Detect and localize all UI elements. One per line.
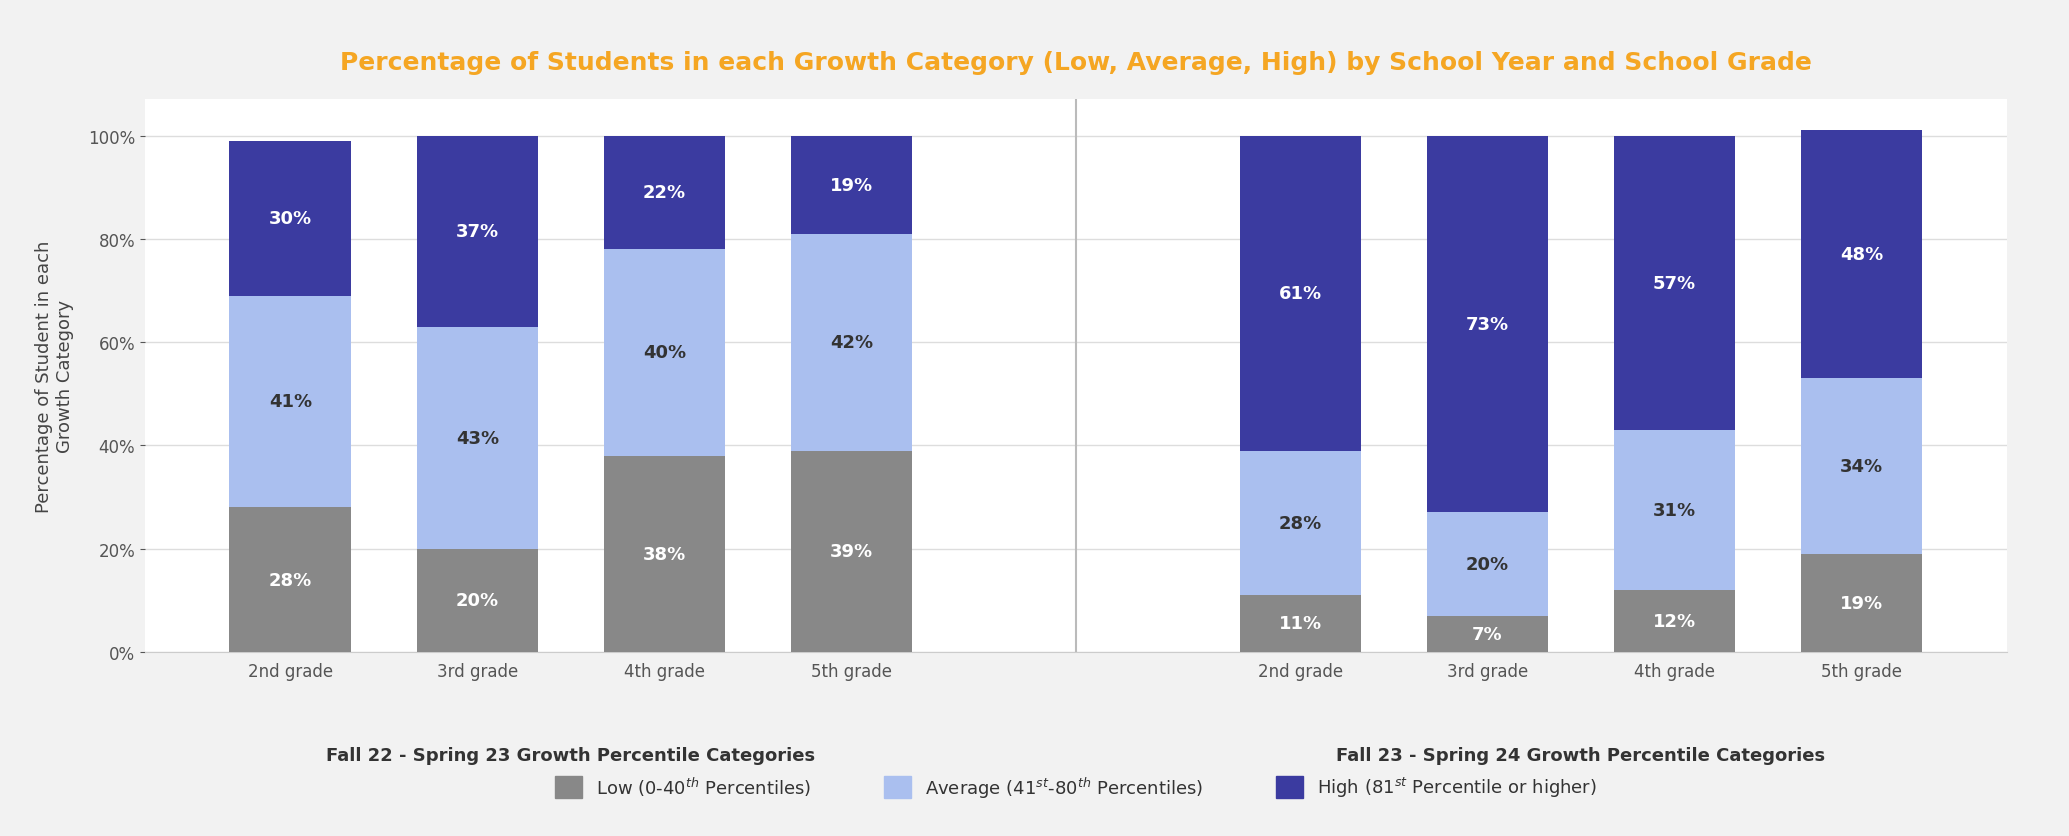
Bar <box>604 250 724 456</box>
Text: 48%: 48% <box>1839 246 1883 264</box>
Text: 22%: 22% <box>643 184 687 202</box>
Text: 31%: 31% <box>1653 502 1697 519</box>
Text: 20%: 20% <box>1465 555 1508 573</box>
Text: 34%: 34% <box>1839 457 1883 476</box>
Bar <box>1428 512 1548 616</box>
Bar <box>1614 590 1736 652</box>
Text: 28%: 28% <box>1279 514 1322 533</box>
Bar <box>230 296 352 507</box>
Text: 28%: 28% <box>269 571 312 589</box>
Text: 7%: 7% <box>1471 625 1502 643</box>
Bar <box>1614 431 1736 590</box>
Bar <box>604 136 724 250</box>
Text: Fall 23 - Spring 24 Growth Percentile Categories: Fall 23 - Spring 24 Growth Percentile Ca… <box>1337 746 1825 764</box>
Bar <box>1800 554 1922 652</box>
Bar <box>604 456 724 652</box>
Bar <box>790 451 912 652</box>
Title: Percentage of Students in each Growth Category (Low, Average, High) by School Ye: Percentage of Students in each Growth Ca… <box>339 51 1812 74</box>
Text: 57%: 57% <box>1653 274 1697 293</box>
Bar <box>790 136 912 234</box>
Text: 39%: 39% <box>830 543 873 560</box>
Text: 20%: 20% <box>455 592 499 609</box>
Text: 42%: 42% <box>830 334 873 352</box>
Text: 43%: 43% <box>455 429 499 447</box>
Bar <box>1614 136 1736 431</box>
Text: 61%: 61% <box>1279 285 1322 303</box>
Text: 30%: 30% <box>269 210 312 228</box>
Text: 41%: 41% <box>269 393 312 411</box>
Y-axis label: Percentage of Student in each
Growth Category: Percentage of Student in each Growth Cat… <box>35 240 74 512</box>
Legend: Low (0-40$^{th}$ Percentiles), Average (41$^{st}$-80$^{th}$ Percentiles), High (: Low (0-40$^{th}$ Percentiles), Average (… <box>546 766 1606 808</box>
Bar <box>1800 379 1922 554</box>
Bar <box>1239 136 1361 451</box>
Bar <box>416 327 538 549</box>
Bar <box>1239 451 1361 595</box>
Bar <box>416 549 538 652</box>
Bar <box>1428 616 1548 652</box>
Bar <box>230 141 352 296</box>
Bar <box>1239 595 1361 652</box>
Bar <box>1800 131 1922 379</box>
Text: 19%: 19% <box>830 176 873 195</box>
Bar <box>790 234 912 451</box>
Bar <box>416 136 538 327</box>
Text: 12%: 12% <box>1653 612 1697 630</box>
Text: 38%: 38% <box>643 545 687 563</box>
Text: 73%: 73% <box>1465 316 1508 334</box>
Bar <box>1428 136 1548 512</box>
Text: Fall 22 - Spring 23 Growth Percentile Categories: Fall 22 - Spring 23 Growth Percentile Ca… <box>327 746 815 764</box>
Text: 19%: 19% <box>1839 594 1883 612</box>
Text: 37%: 37% <box>455 223 499 241</box>
Text: 40%: 40% <box>643 344 687 362</box>
Bar <box>230 507 352 652</box>
Text: 11%: 11% <box>1279 614 1322 633</box>
